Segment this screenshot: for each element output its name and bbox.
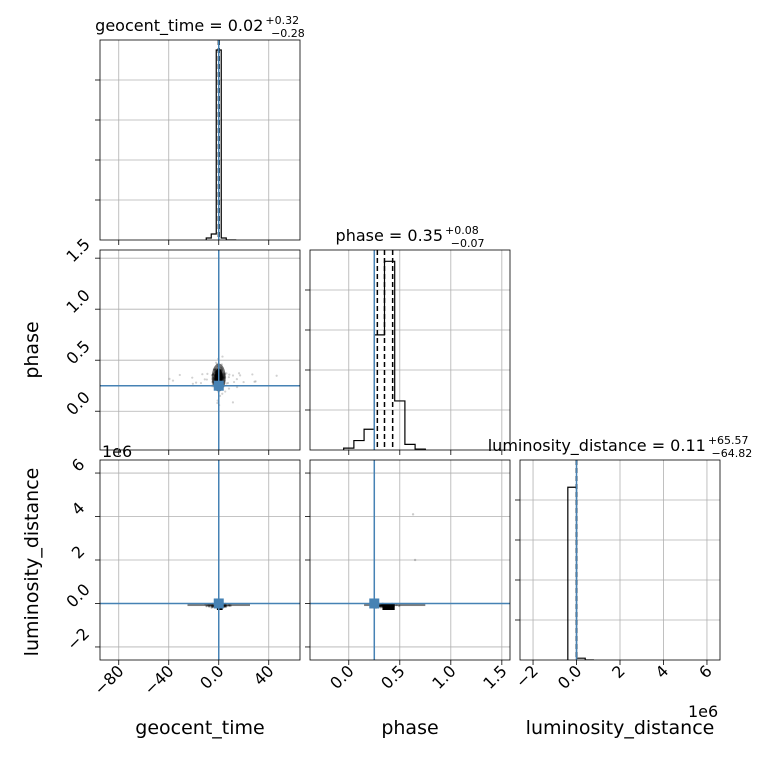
sample-point	[205, 378, 208, 381]
title-phase: phase = 0.35 +0.08 −0.07	[336, 224, 485, 250]
y-tick-label: −2	[63, 624, 93, 654]
sample-point	[235, 386, 239, 389]
y-tick-label: 4	[68, 498, 89, 519]
x-tick-label: −40	[140, 661, 177, 698]
truth-marker	[213, 380, 224, 391]
hist-luminosity_distance-hist	[520, 460, 720, 660]
x-tick-label: 40	[250, 661, 278, 689]
sample-point	[215, 361, 218, 364]
sample-point	[231, 401, 235, 404]
panel-frame-phase-vs-geocent_time	[99, 249, 301, 451]
x-tick-label: 1.5	[479, 661, 510, 692]
xlabel-luminosity-distance: luminosity_distance	[526, 717, 715, 739]
x-tick-label: 6	[695, 661, 716, 682]
sample-point	[218, 394, 222, 398]
sample-point	[227, 387, 231, 390]
panel-frame-phase-hist	[309, 249, 511, 451]
hist-geocent_time-hist	[100, 40, 300, 240]
sample-point	[221, 355, 224, 358]
sample-point	[226, 381, 230, 385]
y-tick-label: 1.0	[62, 286, 93, 317]
hist-phase-hist	[310, 250, 510, 450]
sample-point	[253, 380, 256, 383]
sample-point	[216, 401, 219, 405]
hist-bars	[205, 49, 237, 240]
x-tick-label: 4	[652, 661, 673, 682]
sample-point	[171, 379, 175, 382]
sample-point	[225, 382, 228, 385]
sample-point	[413, 558, 417, 562]
x-tick-label: 0.0	[326, 661, 357, 692]
sample-point	[210, 606, 213, 609]
sample-point	[212, 605, 215, 608]
x-tick-label: 0.0	[554, 661, 585, 692]
sample-point	[232, 380, 236, 384]
x-tick-label: −80	[90, 661, 127, 698]
sample-point	[194, 381, 198, 384]
sample-point	[242, 380, 245, 384]
x-offset-text: 1e6	[688, 702, 718, 721]
title-geocent-time: geocent_time = 0.02 +0.32 −0.28	[95, 14, 305, 40]
sample-point	[191, 376, 194, 379]
x-tick-label: 0.0	[196, 661, 227, 692]
y-tick-label: 0.0	[62, 580, 93, 611]
x-tick-label: 2	[608, 661, 629, 682]
sample-point	[201, 373, 204, 376]
xlabel-geocent-time: geocent_time	[135, 717, 264, 739]
sample-point	[228, 373, 231, 376]
sample-point	[221, 392, 224, 395]
density-luminosity_distance-vs-phase	[310, 460, 510, 660]
sample-point	[211, 605, 215, 609]
sample-point	[199, 381, 203, 385]
sample-point	[235, 378, 238, 381]
sample-point	[227, 376, 230, 379]
hist-bars	[567, 486, 594, 660]
truth-marker	[213, 598, 224, 609]
sample-point	[224, 390, 227, 393]
title-luminosity-distance: luminosity_distance = 0.11 +65.57 −64.82	[488, 434, 753, 460]
sample-point	[168, 377, 171, 380]
sample-point	[379, 606, 382, 609]
panel-frame-geocent_time-hist	[99, 39, 301, 241]
xlabel-phase: phase	[381, 717, 438, 739]
x-tick-label: −2	[512, 661, 542, 691]
y-tick-label: 1.5	[62, 235, 93, 266]
sample-point	[251, 373, 254, 376]
y-tick-label: 0.5	[62, 337, 93, 368]
sample-point	[191, 382, 194, 385]
ylabel-phase: phase	[21, 321, 43, 378]
ylabel-luminosity-distance: luminosity_distance	[21, 468, 43, 657]
sample-point	[254, 380, 257, 383]
y-tick-label: 0.0	[62, 388, 93, 419]
sample-point	[210, 606, 213, 609]
density-luminosity_distance-vs-geocent_time	[100, 460, 300, 660]
sample-point	[225, 605, 228, 608]
density-phase-vs-geocent_time	[100, 250, 300, 450]
sample-point	[206, 372, 209, 376]
y-offset-text: 1e6	[102, 442, 132, 461]
sample-point	[411, 513, 415, 516]
sample-point	[275, 374, 278, 377]
sample-point	[178, 373, 181, 377]
truth-marker	[369, 598, 380, 609]
x-tick-label: 0.5	[377, 661, 408, 692]
sample-point	[231, 374, 235, 377]
sample-point	[237, 372, 241, 375]
sample-point	[203, 378, 206, 381]
y-tick-label: 2	[68, 542, 89, 563]
density-core	[382, 603, 395, 610]
x-tick-label: 1.0	[428, 661, 459, 692]
sample-point	[225, 372, 228, 375]
sample-point	[239, 374, 242, 377]
y-tick-label: 6	[68, 455, 89, 476]
